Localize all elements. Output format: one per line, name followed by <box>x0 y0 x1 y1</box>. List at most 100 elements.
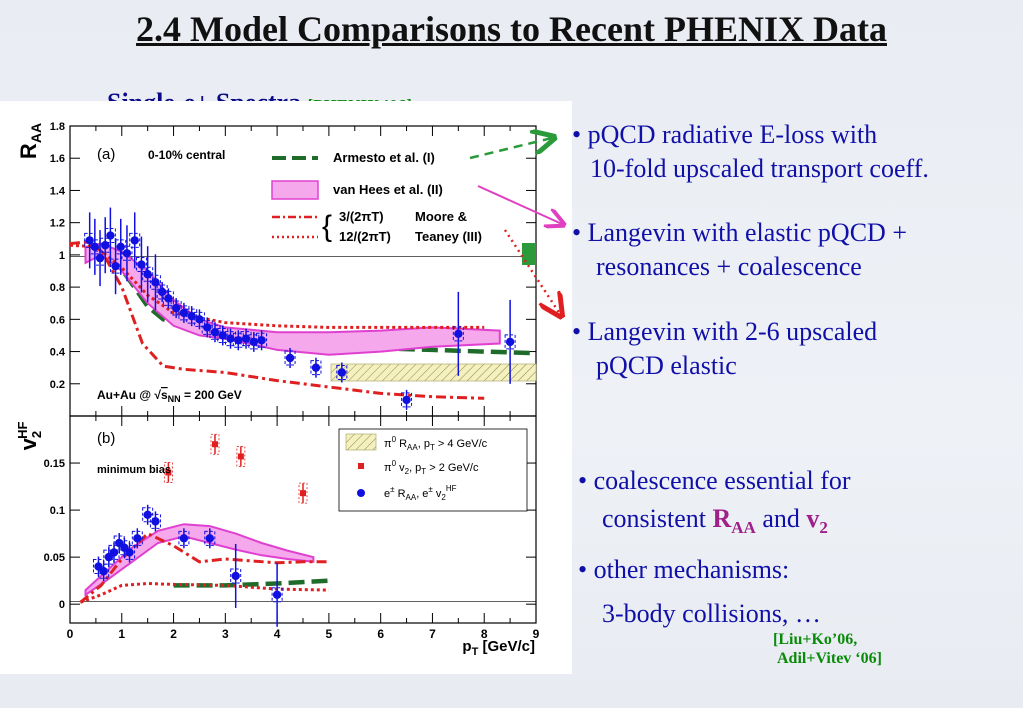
raa-point-e-raa-data <box>106 231 115 240</box>
raa-syst-box <box>142 266 154 282</box>
raa-point-e-raa-data <box>157 287 167 297</box>
panel-a-label: (a) <box>97 146 115 163</box>
raa-point-e-raa-data <box>122 249 132 258</box>
v2-syst-box <box>124 544 136 560</box>
raa-syst-box <box>336 365 348 380</box>
v2-xtick-label: 5 <box>326 627 333 641</box>
raa-ytick-label: 1.2 <box>50 218 65 230</box>
bullet-5-line1: • other mechanisms: <box>578 555 790 584</box>
raa-point-e-raa-data <box>241 334 251 343</box>
bullet-4-line2: consistent RAA and v2 <box>602 504 828 538</box>
v2-syst-box <box>271 587 283 603</box>
raa-point-e-raa-data <box>257 336 266 345</box>
raa-ytick-label: 1.8 <box>50 121 65 133</box>
raa-syst-box <box>135 257 147 273</box>
legend-pi0-raa-label: π0 RAA, pT > 4 GeV/c <box>384 435 488 452</box>
bullet-1-line2: 10-fold upscaled transport coeff. <box>590 154 929 183</box>
pi0-raa-band <box>330 363 537 382</box>
v2-point-e-v2 <box>125 548 134 557</box>
min-bias-label: minimum bias <box>97 464 171 476</box>
bullet-1: • pQCD radiative E-loss with 10-fold ups… <box>572 118 929 186</box>
raa-curve-12-2-t- <box>69 243 485 329</box>
raa-point-e-raa-data <box>234 336 243 345</box>
v2-ytick-label: 0.15 <box>44 458 65 470</box>
raa-syst-box <box>156 284 168 300</box>
raa-ytick-label: 0.2 <box>50 379 65 391</box>
raa-ytick-label: 0.8 <box>50 282 65 294</box>
raa-legend: Armesto et al. (I) van Hees et al. (II) … <box>271 150 482 244</box>
bullet-3-line2: pQCD elastic <box>596 351 737 380</box>
raa-point-e-raa-data <box>337 368 347 377</box>
bullet-5: • other mechanisms: 3-body collisions, … <box>578 548 821 636</box>
raa-point-e-raa-data <box>164 294 173 303</box>
raa-syst-box <box>115 239 127 255</box>
raa-point-e-raa-data <box>151 278 160 287</box>
bullet-4-line1: • coalescence essential for <box>578 466 851 495</box>
legend-moore-name2: Teaney (III) <box>415 229 482 244</box>
v2-xtick-label: 7 <box>429 627 436 641</box>
v2-syst-box <box>163 462 173 483</box>
raa-syst-box <box>178 305 190 321</box>
raa-point-e-raa-data <box>195 315 204 324</box>
raa-syst-box <box>401 392 413 408</box>
raa-band-van-hees-et-al-ii- <box>84 242 501 356</box>
v2-ticks: 0 0.05 0.1 0.15 0 1 2 3 4 5 6 7 8 9 <box>44 416 540 641</box>
raa-syst-box <box>209 324 221 340</box>
raa-syst-box <box>201 319 213 335</box>
raa-ytick-label: 0.6 <box>50 314 65 326</box>
raa-point-e-raa-data <box>143 270 152 279</box>
bullet-2: • Langevin with elastic pQCD + resonance… <box>572 216 907 284</box>
raa-point-e-raa-data <box>116 242 125 252</box>
panel-b-label: (b) <box>97 430 115 447</box>
raa-symbol: RAA <box>712 504 756 538</box>
raa-point-e-raa-data <box>179 308 189 318</box>
v2-point--0-v2 <box>211 441 218 448</box>
raa-point-e-raa-data <box>210 328 220 337</box>
v2-syst-box <box>230 568 242 584</box>
bullet-3-line1: • Langevin with 2-6 upscaled <box>572 317 878 346</box>
raa-syst-box <box>129 232 141 248</box>
v2-syst-box <box>204 530 216 546</box>
raa-point-e-raa-data <box>111 261 120 271</box>
v2-point-e-v2 <box>272 590 282 599</box>
x-axis-label: pT [GeV/c] <box>462 638 535 658</box>
raa-point-e-raa-data <box>101 241 110 250</box>
legend-pi0-v2-label: π0 v2, pT > 2 GeV/c <box>384 459 479 476</box>
legend-moore2-label: 12/(2πT) <box>339 229 391 244</box>
raa-ytick-label: 0.4 <box>50 347 66 359</box>
v2-curve-armesto-et-al-i- <box>173 578 330 588</box>
v2-point-e-v2 <box>143 510 152 519</box>
bullet-2-line2: resonances + coalescence <box>596 252 862 281</box>
raa-syst-box <box>149 274 161 290</box>
v2-legend: π0 RAA, pT > 4 GeV/c π0 v2, pT > 2 GeV/c… <box>338 428 528 512</box>
v2-syst-box <box>298 482 308 504</box>
raa-point-e-raa-data <box>402 395 411 405</box>
bullet-1-line1: • pQCD radiative E-loss with <box>572 120 878 149</box>
v2-xtick-label: 3 <box>222 627 229 641</box>
system-label: Au+Au @ √sNN = 200 GeV <box>97 388 242 404</box>
slide-title: 2.4 Model Comparisons to Recent PHENIX D… <box>136 9 887 49</box>
raa-syst-box <box>193 311 205 327</box>
raa-ylabel: RAA <box>16 123 44 159</box>
legend-e-marker <box>357 489 365 497</box>
v2-xtick-label: 8 <box>481 627 488 641</box>
citation: [Liu+Ko’06, Adil+Vitev ‘06] <box>773 630 882 668</box>
raa-point-e-raa-data <box>203 323 212 332</box>
legend-vanhees-swatch <box>271 180 319 200</box>
raa-point-e-raa-data <box>218 331 227 340</box>
v2-point-e-v2 <box>179 534 189 543</box>
raa-syst-box <box>504 334 516 350</box>
raa-syst-box <box>104 228 116 244</box>
v2-point-e-v2 <box>133 534 142 543</box>
v2-point-e-v2 <box>151 517 160 526</box>
legend-pi0-raa-swatch <box>345 433 377 451</box>
v2-curve-12-2-t- <box>79 581 329 604</box>
raa-point-e-raa-data <box>454 329 463 339</box>
v2-point--0-v2 <box>165 469 172 476</box>
normalization-box <box>522 243 536 265</box>
v2-syst-box <box>210 433 220 455</box>
raa-syst-box <box>240 331 252 347</box>
raa-series <box>69 207 537 410</box>
v2-point-e-v2 <box>205 534 214 543</box>
raa-point-e-raa-data <box>311 363 321 372</box>
